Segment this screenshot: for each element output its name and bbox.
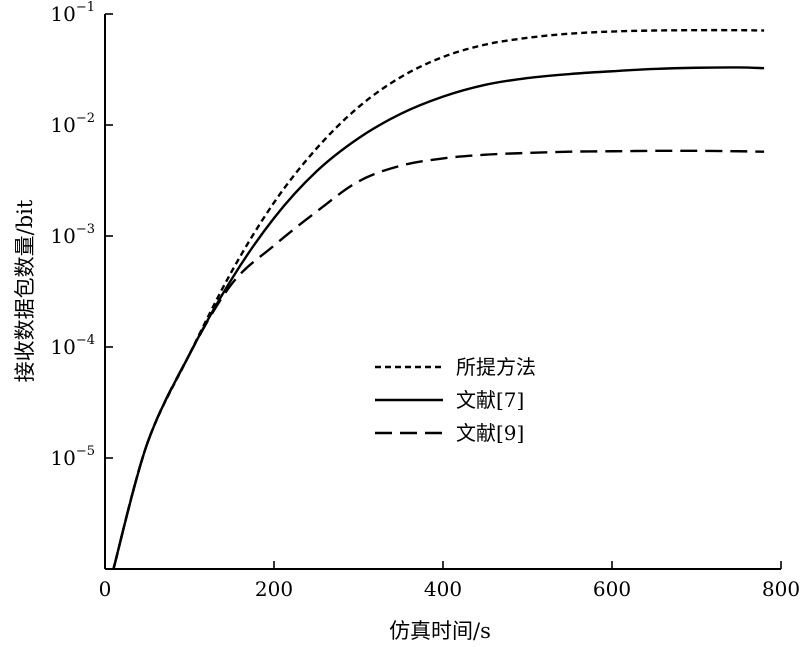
series-lines-group (112, 28, 765, 570)
y-tick-exponent: −1 (76, 0, 95, 15)
x-tick-label: 200 (255, 577, 293, 601)
y-tick-base: 10 (50, 446, 75, 470)
legend-label-3: 文献[9] (456, 421, 524, 445)
x-tick-label: 400 (424, 577, 462, 601)
x-tick-label: 0 (99, 577, 112, 601)
x-tick-label: 600 (593, 577, 631, 601)
y-tick-exponent: −2 (76, 111, 95, 126)
y-tick-base: 10 (50, 2, 75, 26)
x-tick-label: 800 (762, 577, 800, 601)
y-tick-base: 10 (50, 113, 75, 137)
y-tick-label: 10−3 (50, 222, 95, 248)
y-tick-base: 10 (50, 335, 75, 359)
y-tick-label: 10−4 (50, 333, 95, 359)
series-line-1 (112, 28, 765, 570)
y-tick-exponent: −3 (76, 222, 95, 237)
y-tick-base: 10 (50, 224, 75, 248)
series-line-2 (112, 66, 765, 570)
legend-label-2: 文献[7] (456, 388, 524, 412)
y-tick-exponent: −5 (76, 444, 95, 459)
legend-label-1: 所提方法 (456, 355, 536, 379)
y-tick-label: 10−2 (50, 111, 95, 137)
y-tick-label: 10−1 (50, 0, 95, 26)
x-axis-title: 仿真时间/s (389, 619, 491, 643)
y-tick-exponent: −4 (76, 333, 95, 348)
y-tick-label: 10−5 (50, 444, 95, 470)
y-axis-title: 接收数据包数量/bit (13, 199, 37, 382)
series-line-3 (112, 149, 765, 570)
